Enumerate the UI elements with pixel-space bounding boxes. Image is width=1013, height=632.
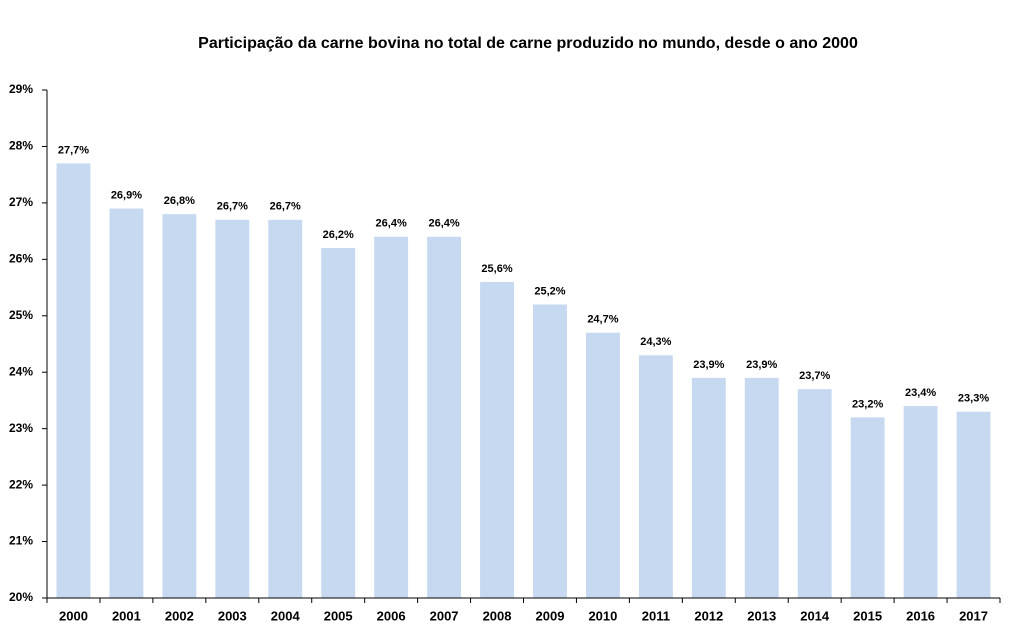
y-tick-label: 23% [9,421,33,435]
data-label: 26,4% [376,218,407,230]
data-label: 24,3% [640,336,671,348]
y-tick-label: 27% [9,195,33,209]
x-tick-label: 2004 [271,608,301,623]
data-label: 23,3% [958,393,989,405]
bar [638,355,673,598]
bar [533,304,567,598]
y-tick-label: 22% [9,477,33,491]
bar [850,417,885,598]
data-label: 25,6% [481,263,512,275]
x-tick-label: 2000 [59,608,88,623]
x-tick-label: 2005 [324,608,353,623]
data-label: 23,7% [799,370,830,382]
bar [215,219,250,599]
bar [374,236,409,598]
data-label: 26,7% [270,201,301,213]
x-tick-label: 2010 [588,608,617,623]
y-tick-label: 29% [9,82,33,96]
bar [162,214,197,598]
y-tick-label: 21% [9,534,33,548]
data-label: 26,7% [217,201,248,213]
data-label: 26,9% [111,189,142,201]
x-tick-label: 2015 [853,608,882,623]
chart-title: Participação da carne bovina no total de… [198,35,858,52]
data-label: 27,7% [58,144,89,156]
bar [956,411,991,598]
bar [56,163,91,598]
x-tick-label: 2011 [642,608,670,623]
data-label: 25,2% [534,285,565,297]
bar [321,248,356,599]
x-tick-label: 2013 [747,608,776,623]
bar [268,219,303,599]
bar [903,406,938,598]
data-label: 26,8% [164,195,195,207]
y-tick-label: 20% [9,590,33,604]
bar [427,236,462,598]
x-tick-label: 2003 [218,608,247,623]
y-tick-label: 26% [9,252,33,266]
x-tick-label: 2001 [112,608,141,623]
data-label: 26,2% [323,229,354,241]
bar [744,377,779,598]
data-label: 26,4% [428,218,459,230]
data-label: 24,7% [587,314,618,326]
x-tick-label: 2002 [165,608,194,623]
x-tick-label: 2008 [483,608,512,623]
data-label: 23,4% [905,387,936,399]
bar [797,389,832,598]
x-tick-label: 2007 [430,608,459,623]
bar [691,377,726,598]
bar [480,281,514,598]
y-tick-label: 25% [9,308,33,322]
x-tick-label: 2017 [959,608,988,623]
bar [109,208,144,599]
data-label: 23,9% [746,359,777,371]
y-tick-label: 28% [9,139,33,153]
x-tick-label: 2012 [694,608,723,623]
y-tick-label: 24% [9,364,33,378]
data-label: 23,9% [693,359,724,371]
data-label: 23,2% [852,398,883,410]
x-tick-label: 2006 [377,608,406,623]
x-tick-label: 2009 [536,608,565,623]
x-tick-label: 2016 [906,608,935,623]
bar [585,332,620,598]
x-tick-label: 2014 [800,608,830,623]
